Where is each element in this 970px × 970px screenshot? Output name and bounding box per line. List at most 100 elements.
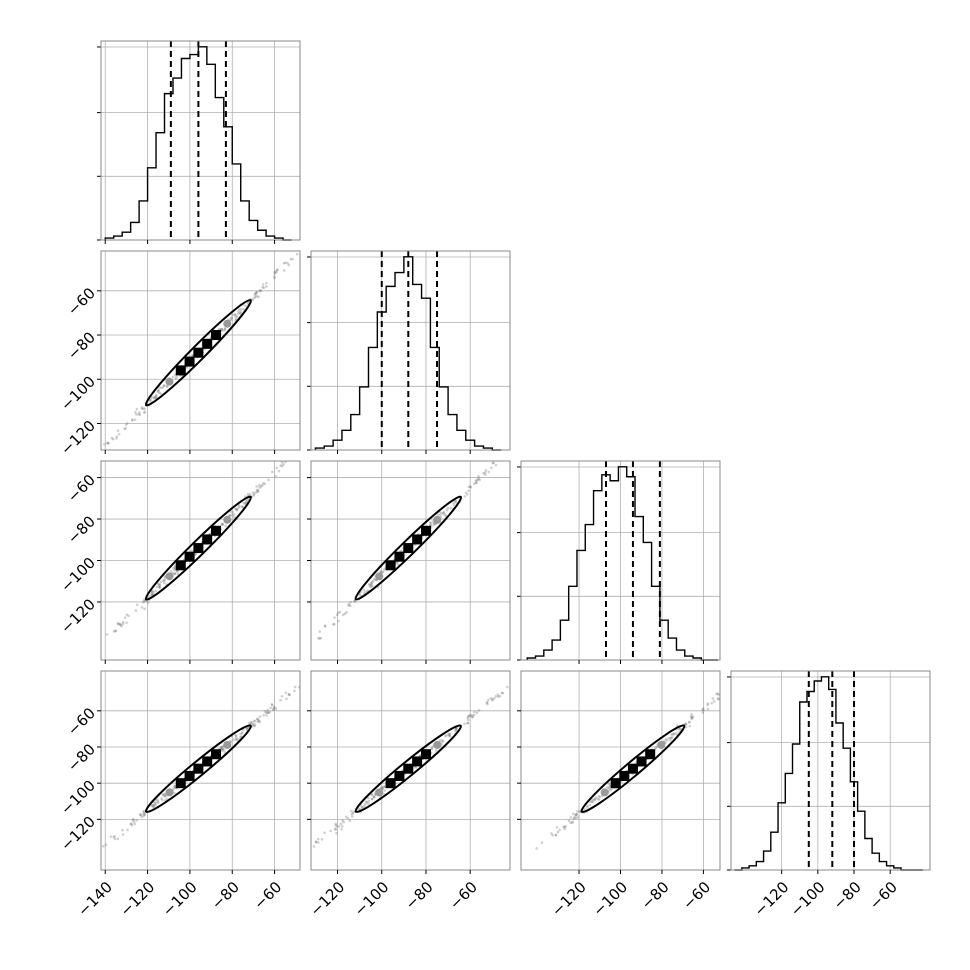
x-tick-label: −80 bbox=[402, 878, 437, 913]
sample-point bbox=[701, 708, 704, 711]
sample-point bbox=[347, 604, 351, 607]
sample-point bbox=[596, 797, 600, 801]
sample-point bbox=[260, 483, 264, 487]
sample-point bbox=[716, 697, 720, 700]
sample-point bbox=[219, 746, 223, 750]
sample-point bbox=[691, 716, 694, 720]
sample-point bbox=[219, 745, 223, 749]
sample-point bbox=[235, 508, 239, 512]
sample-point bbox=[221, 522, 225, 526]
sample-point bbox=[289, 257, 293, 261]
sample-point bbox=[383, 785, 387, 788]
histogram-panel-2 bbox=[517, 460, 721, 664]
sample-point bbox=[258, 719, 261, 723]
sample-point bbox=[500, 691, 504, 695]
sample-point bbox=[256, 717, 259, 721]
sample-point bbox=[140, 407, 144, 411]
sample-point bbox=[133, 418, 137, 421]
sample-point bbox=[243, 502, 247, 505]
sample-point bbox=[471, 713, 474, 717]
sample-point bbox=[246, 492, 250, 496]
sample-point bbox=[318, 630, 322, 633]
axis-frame bbox=[100, 40, 301, 241]
sample-point bbox=[265, 714, 268, 717]
sample-point bbox=[316, 837, 320, 841]
x-tick-label: −60 bbox=[446, 878, 481, 913]
x-tick-label: −100 bbox=[159, 878, 201, 920]
sample-point bbox=[256, 720, 259, 724]
sample-point bbox=[478, 478, 481, 482]
sample-point bbox=[598, 795, 602, 799]
sample-point bbox=[115, 435, 119, 438]
sample-point bbox=[123, 427, 126, 431]
scatter-panel-3-0: −120−100−80−60−140 −120 −100 −80 −60 bbox=[57, 670, 301, 920]
sample-point bbox=[224, 524, 227, 528]
sample-point bbox=[143, 410, 147, 414]
y-tick-label: −80 bbox=[64, 740, 99, 775]
sample-point bbox=[220, 328, 223, 331]
x-tick-label: −120 bbox=[116, 878, 158, 920]
sample-point bbox=[232, 515, 236, 519]
sample-point bbox=[280, 464, 284, 468]
sample-point bbox=[236, 506, 240, 510]
sample-point bbox=[287, 693, 291, 696]
sample-point bbox=[431, 745, 435, 748]
sample-point bbox=[496, 693, 500, 696]
sample-point bbox=[358, 593, 362, 597]
sample-point bbox=[364, 802, 367, 806]
sample-point bbox=[237, 308, 241, 311]
sample-point bbox=[379, 570, 383, 573]
sample-point bbox=[113, 835, 116, 838]
sample-point bbox=[121, 622, 125, 626]
histogram-panel-0 bbox=[97, 40, 301, 244]
sample-point bbox=[463, 495, 467, 498]
sample-point bbox=[438, 513, 442, 517]
sample-point bbox=[142, 809, 146, 813]
sample-point bbox=[256, 489, 260, 492]
sample-point bbox=[372, 795, 376, 799]
sample-point bbox=[258, 720, 262, 724]
sample-point bbox=[127, 614, 130, 618]
sample-point bbox=[472, 482, 476, 486]
sample-point bbox=[464, 491, 468, 495]
sample-point bbox=[607, 782, 611, 785]
sample-point bbox=[158, 582, 161, 586]
sample-point bbox=[265, 281, 268, 285]
sample-point bbox=[717, 697, 720, 701]
sample-point bbox=[112, 630, 116, 633]
sample-point bbox=[173, 565, 177, 569]
sample-point bbox=[169, 569, 173, 573]
sample-point bbox=[337, 825, 341, 828]
sample-point bbox=[366, 796, 370, 800]
sample-point bbox=[191, 353, 194, 357]
sample-point bbox=[160, 797, 163, 800]
sample-point bbox=[151, 804, 154, 807]
sample-point bbox=[288, 693, 292, 697]
sample-point bbox=[254, 291, 257, 295]
sample-point bbox=[370, 582, 373, 585]
sample-point bbox=[334, 822, 338, 826]
sample-point bbox=[249, 720, 253, 724]
sample-point bbox=[174, 377, 178, 380]
sample-point bbox=[285, 697, 288, 701]
x-tick-label: −100 bbox=[787, 878, 829, 920]
sample-point bbox=[318, 637, 321, 641]
sample-point bbox=[365, 800, 369, 804]
sample-point bbox=[150, 592, 154, 595]
sample-point bbox=[173, 572, 177, 575]
sample-point bbox=[438, 739, 442, 742]
sample-point bbox=[367, 799, 371, 803]
sample-point bbox=[442, 511, 445, 515]
sample-point bbox=[571, 820, 575, 824]
sample-point bbox=[277, 469, 281, 473]
sample-point bbox=[468, 485, 472, 488]
sample-point bbox=[706, 702, 710, 705]
sample-point bbox=[569, 816, 573, 819]
sample-point bbox=[678, 727, 681, 731]
sample-point bbox=[578, 809, 581, 813]
sample-point bbox=[263, 709, 267, 713]
y-tick-label: −120 bbox=[57, 595, 99, 637]
sample-point bbox=[467, 485, 471, 489]
sample-point bbox=[433, 522, 436, 526]
sample-point bbox=[126, 828, 129, 832]
